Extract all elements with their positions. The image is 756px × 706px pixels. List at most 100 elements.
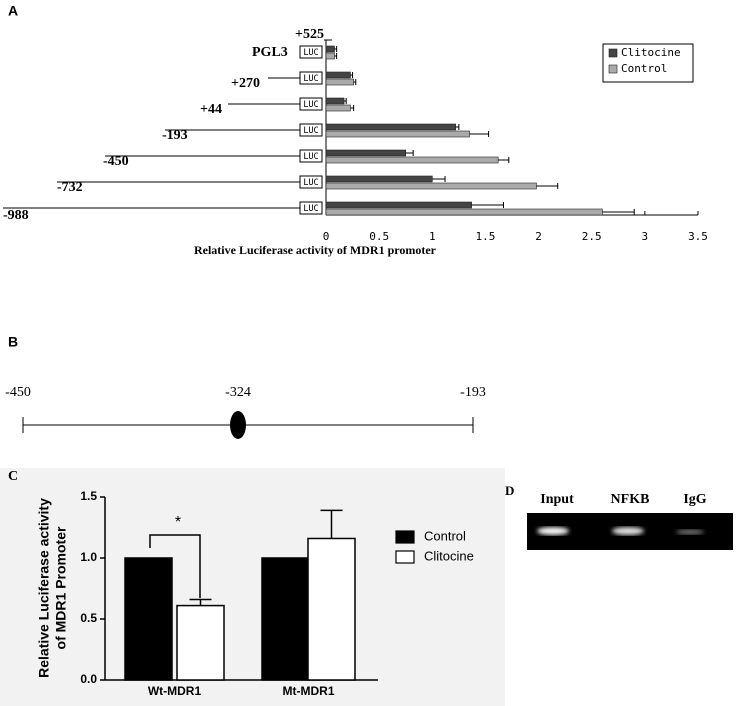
luc-label: LUC	[303, 100, 318, 110]
bar	[307, 537, 356, 681]
legend-label: Clitocine	[424, 548, 474, 563]
bar	[325, 149, 407, 157]
error-bar	[334, 46, 338, 52]
category-label: PGL3	[252, 45, 288, 60]
bar	[325, 52, 335, 60]
gel-band	[612, 527, 644, 535]
y-tick-label: 1.0	[80, 550, 97, 564]
end-label: +525	[295, 27, 324, 42]
panel-label: B	[8, 334, 18, 350]
gel-band	[537, 527, 569, 535]
x-tick-label: 0	[323, 230, 330, 243]
luc-label: LUC	[303, 74, 318, 84]
x-tick-label: 2	[535, 230, 542, 243]
bar	[325, 123, 456, 131]
category-label: +270	[231, 76, 260, 91]
error-bar	[432, 176, 446, 182]
legend-label: Control	[424, 528, 466, 543]
legend-label: Clitocine	[621, 46, 681, 59]
x-tick-label: 2.5	[582, 230, 602, 243]
error-bar	[320, 509, 343, 539]
luc-label: LUC	[303, 204, 318, 214]
panel-c-background	[0, 468, 505, 706]
annotation: *	[175, 514, 181, 531]
category-label: -988	[3, 208, 29, 223]
bar	[325, 201, 472, 209]
error-bar	[536, 183, 559, 189]
panel-label: D	[505, 483, 514, 498]
x-tick-label: 1.5	[475, 230, 495, 243]
bar	[325, 156, 499, 164]
luc-label: LUC	[303, 48, 318, 58]
lane-label: IgG	[683, 492, 706, 507]
panel-label: C	[8, 469, 18, 484]
luc-label: LUC	[303, 152, 318, 162]
y-axis-title: Relative Luciferase activity	[36, 498, 52, 678]
luc-box	[299, 97, 323, 111]
error-bar	[469, 131, 490, 137]
gel-band	[676, 529, 704, 535]
error-bar	[344, 98, 347, 104]
luc-box	[299, 201, 323, 215]
diagram-label: -324	[225, 385, 251, 400]
error-bar	[189, 598, 212, 606]
luc-box	[299, 123, 323, 137]
binding-site	[230, 411, 246, 439]
category-label: -450	[103, 154, 129, 169]
bar	[176, 604, 225, 681]
panel-label: A	[8, 3, 18, 19]
bar	[325, 45, 335, 53]
category-label: -193	[162, 128, 188, 143]
luc-box	[299, 175, 323, 189]
legend-swatch	[395, 550, 415, 564]
error-bar	[405, 150, 414, 156]
luc-label: LUC	[303, 126, 318, 136]
error-bar	[353, 79, 357, 85]
error-bar	[455, 124, 460, 130]
legend-swatch	[395, 530, 415, 544]
x-tick-label: Mt-MDR1	[283, 684, 335, 698]
diagram-label: -450	[5, 385, 31, 400]
x-tick-label: 1	[429, 230, 436, 243]
luc-box	[299, 71, 323, 85]
bar	[325, 175, 433, 183]
bar	[261, 557, 310, 681]
x-tick-label: Wt-MDR1	[148, 684, 202, 698]
bar	[325, 182, 537, 190]
error-bar	[471, 202, 504, 208]
lane-label: Input	[540, 492, 574, 507]
significance-bracket	[149, 534, 201, 598]
category-label: -732	[57, 180, 83, 195]
y-tick-label: 0.0	[80, 672, 97, 686]
luc-label: LUC	[303, 178, 318, 188]
error-bar	[334, 53, 338, 59]
x-tick-label: 3	[642, 230, 649, 243]
bar	[325, 208, 603, 216]
y-tick-label: 1.5	[80, 489, 97, 503]
bar	[325, 130, 470, 138]
bar	[325, 71, 351, 79]
legend-label: Control	[621, 62, 667, 75]
diagram-label: -193	[460, 385, 486, 400]
x-tick-label: 3.5	[688, 230, 708, 243]
category-label: +44	[200, 102, 222, 117]
legend-box	[602, 43, 694, 83]
legend-swatch	[608, 64, 618, 74]
error-bar	[350, 105, 355, 111]
y-axis-title: of MDR1 Promoter	[53, 526, 69, 649]
luc-box	[299, 149, 323, 163]
bar	[325, 104, 351, 112]
error-bar	[350, 72, 354, 78]
bar	[325, 97, 345, 105]
legend-swatch	[608, 48, 618, 58]
lane-label: NFKB	[611, 492, 650, 507]
error-bar	[498, 157, 510, 163]
y-tick-label: 0.5	[80, 611, 97, 625]
bar	[124, 557, 173, 681]
bar	[325, 78, 354, 86]
x-tick-label: 0.5	[369, 230, 389, 243]
x-axis-title: Relative Luciferase activity of MDR1 pro…	[194, 243, 437, 257]
error-bar	[602, 209, 635, 215]
luc-box	[299, 45, 323, 59]
